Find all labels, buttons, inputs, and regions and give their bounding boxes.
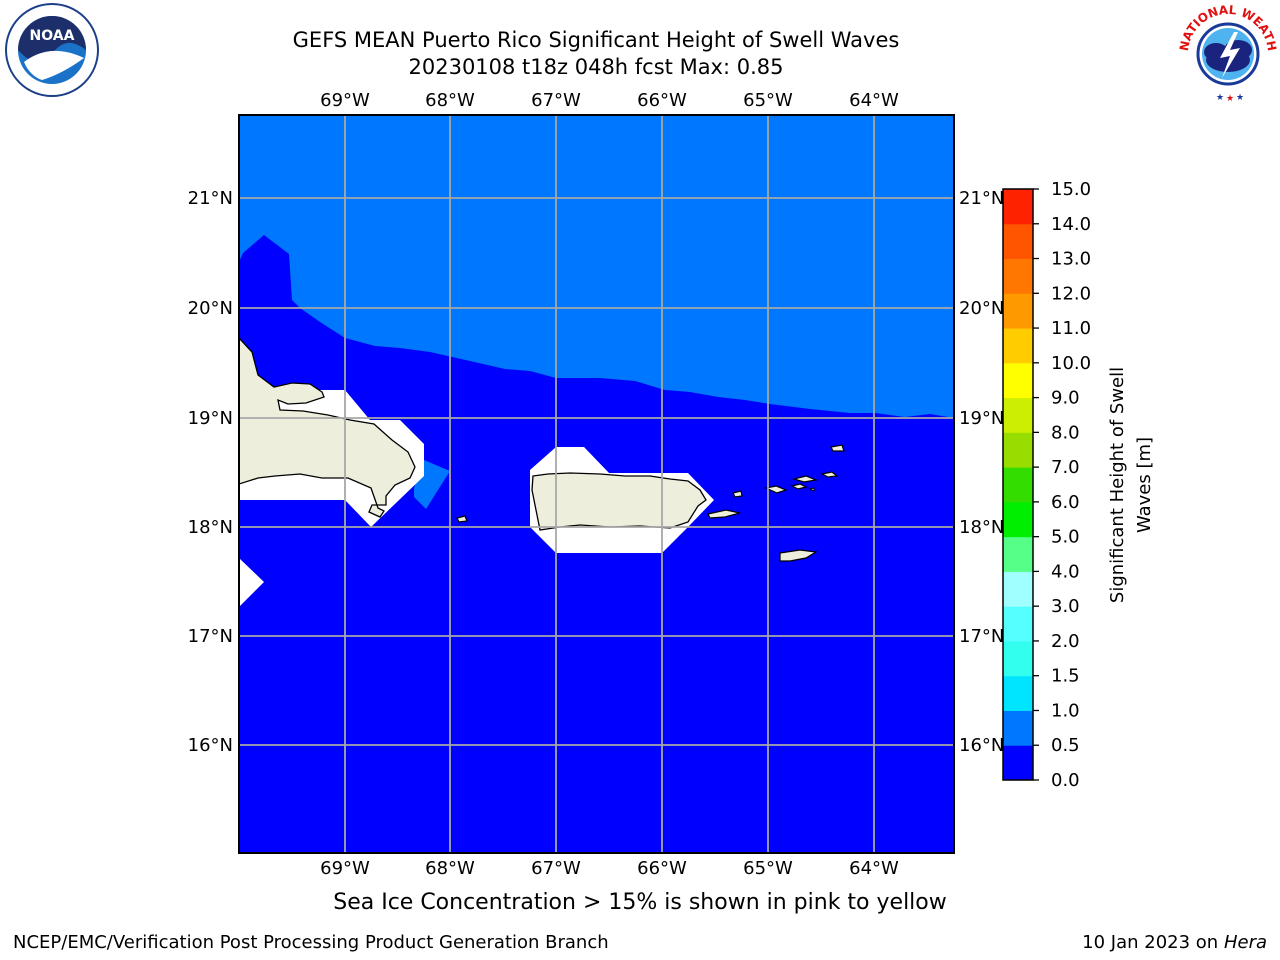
colorbar-tick-label: 6.0 [1051,492,1080,513]
land-st-john [790,483,808,490]
colorbar-ticks: 0.0 0.5 1.0 1.5 2.0 3.0 4.0 5.0 6.0 7.0 8.0 9.0 10.0… [1033,179,1091,791]
land-tortola [791,475,819,483]
land-vieques [707,509,741,519]
chart-title: GEFS MEAN Puerto Rico Significant Height… [292,28,900,52]
colorbar-swatch [1003,362,1033,399]
colorbar-tick-label: 11.0 [1051,318,1091,339]
colorbar-tick-label: 14.0 [1051,214,1091,235]
lon-tick-label: 66°W [637,858,687,879]
noaa-logo: NOAA [5,3,99,97]
lat-tick-label: 20°N [188,298,233,319]
land-st-thomas [764,485,788,494]
lon-tick-label: 68°W [425,90,475,111]
colorbar-swatch [1003,258,1033,294]
colorbar-tick-label: 12.0 [1051,283,1091,304]
land-virgin-gorda [820,471,839,478]
colorbar [1003,189,1033,781]
colorbar-tick-label: 5.0 [1051,527,1080,548]
lat-tick-label: 19°N [188,408,233,429]
land-st-croix [779,549,818,562]
land-small-islet [808,487,815,492]
lat-tick-label: 19°N [959,408,1004,429]
nws-logo: NATIONAL WEATHER SERVICE ★ ★ ★ [1176,2,1278,102]
colorbar-tick-label: 1.0 [1051,700,1080,721]
lat-tick-label: 16°N [188,735,233,756]
gridlines [239,115,954,853]
svg-text:★: ★ [1216,93,1224,102]
colorbar-swatch [1003,710,1033,746]
sea-ice-note: Sea Ice Concentration > 15% is shown in … [333,890,947,915]
colorbar-tick-label: 4.0 [1051,561,1080,582]
colorbar-swatch [1003,571,1033,607]
colorbar-frame [1002,188,1034,781]
colorbar-swatch [1003,432,1033,468]
colorbar-swatch [1003,501,1033,538]
colorbar-tick-label: 9.0 [1051,388,1080,409]
footer-branch: NCEP/EMC/Verification Post Processing Pr… [13,932,609,953]
lon-tick-label: 67°W [531,858,581,879]
colorbar-swatch [1003,640,1033,677]
lon-tick-label: 68°W [425,858,475,879]
colorbar-tick-label: 13.0 [1051,249,1091,270]
lat-tick-label: 20°N [959,298,1004,319]
land-puerto-rico [531,472,707,531]
noaa-logo-text: NOAA [30,28,75,44]
lon-tick-label: 66°W [637,90,687,111]
svg-text:★: ★ [1226,94,1234,102]
lon-tick-label: 65°W [743,90,793,111]
lat-tick-label: 21°N [959,188,1004,209]
lon-tick-label: 65°W [743,858,793,879]
map-plot-area [239,115,954,853]
colorbar-swatch [1003,328,1033,364]
lat-tick-label: 18°N [188,517,233,538]
land-mona-island [456,515,468,523]
colorbar-tick-label: 0.0 [1051,770,1080,791]
colorbar-tick-label: 2.0 [1051,631,1080,652]
colorbar-swatch [1003,675,1033,711]
footer-date: 10 Jan 2023 on Hera [1082,932,1267,953]
lon-labels-bottom: 69°W 68°W 67°W 66°W 65°W 64°W [320,858,899,879]
lon-tick-label: 67°W [531,90,581,111]
chart-subtitle: 20230108 t18z 048h fcst Max: 0.85 [408,55,784,79]
land-anegada [830,444,845,452]
lon-labels-top: 69°W 68°W 67°W 66°W 65°W 64°W [320,90,899,111]
colorbar-swatch [1003,397,1033,433]
lon-tick-label: 69°W [320,90,370,111]
colorbar-label-line1: Significant Height of Swell [1107,367,1128,603]
colorbar-tick-label: 0.5 [1051,735,1080,756]
lon-tick-label: 64°W [849,858,899,879]
lat-tick-label: 17°N [188,626,233,647]
lat-tick-label: 16°N [959,735,1004,756]
svg-text:★: ★ [1236,93,1244,102]
colorbar-tick-label: 8.0 [1051,422,1080,443]
nodata-west-edge [239,558,264,607]
lon-tick-label: 64°W [849,90,899,111]
footer-machine: Hera [1223,932,1267,953]
lat-tick-label: 17°N [959,626,1004,647]
swell-band-0.5-1.0 [239,115,954,418]
colorbar-tick-label: 1.5 [1051,666,1080,687]
colorbar-swatch [1003,189,1033,225]
colorbar-tick-label: 15.0 [1051,179,1091,200]
colorbar-swatch [1003,745,1033,781]
colorbar-swatch [1003,293,1033,329]
footer-date-text: 10 Jan 2023 on [1082,932,1219,953]
colorbar-swatch [1003,536,1033,572]
lat-tick-label: 18°N [959,517,1004,538]
colorbar-label-line2: Waves [m] [1134,437,1155,533]
colorbar-tick-label: 10.0 [1051,353,1091,374]
colorbar-swatch [1003,467,1033,503]
land-culebra [732,490,743,498]
lat-labels-right: 21°N 20°N 19°N 18°N 17°N 16°N [959,188,1004,756]
lon-tick-label: 69°W [320,858,370,879]
colorbar-tick-label: 3.0 [1051,596,1080,617]
land-hispaniola [239,337,416,518]
colorbar-swatch [1003,606,1033,642]
lat-labels-left: 21°N 20°N 19°N 18°N 17°N 16°N [188,188,233,756]
lat-tick-label: 21°N [188,188,233,209]
colorbar-swatch [1003,223,1033,260]
map-frame [238,114,955,854]
colorbar-tick-label: 7.0 [1051,457,1080,478]
